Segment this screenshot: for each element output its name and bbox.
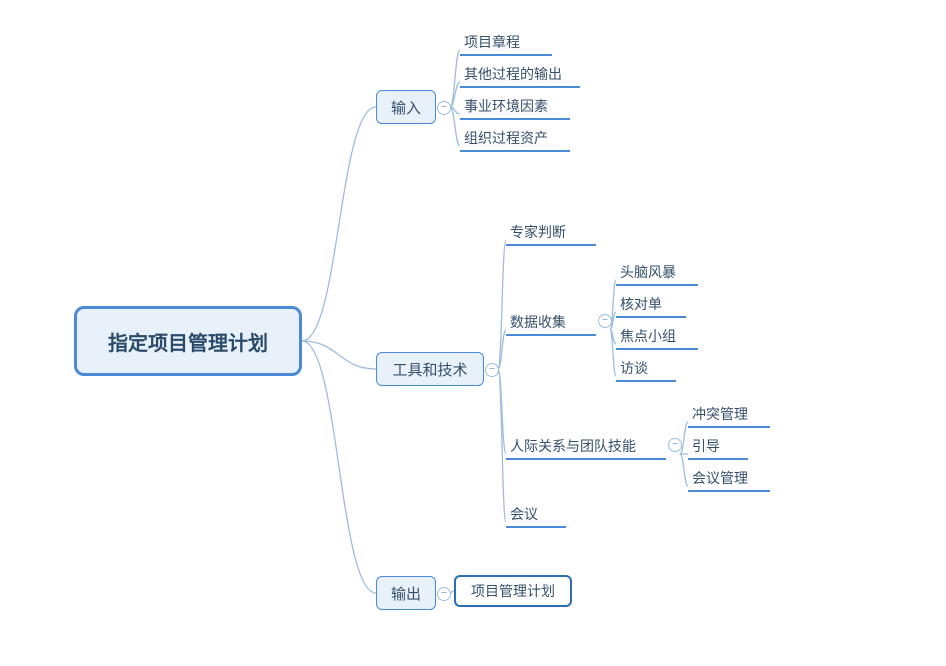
root-node[interactable]: 指定项目管理计划 [74, 306, 302, 376]
node-tools-1-0[interactable]: 头脑风暴 [616, 262, 698, 286]
branch-tools[interactable]: 工具和技术 [376, 352, 484, 386]
node-tools-1-1[interactable]: 核对单 [616, 294, 686, 318]
node-input-2[interactable]: 事业环境因素 [460, 96, 570, 120]
node-input-0[interactable]: 项目章程 [460, 32, 552, 56]
toggle-output[interactable]: − [437, 587, 451, 601]
toggle-input[interactable]: − [437, 101, 451, 115]
node-input-3[interactable]: 组织过程资产 [460, 128, 570, 152]
node-tools-2[interactable]: 人际关系与团队技能 [506, 436, 666, 460]
toggle-tools-2[interactable]: − [668, 438, 682, 452]
node-output-0[interactable]: 项目管理计划 [454, 575, 572, 607]
toggle-tools[interactable]: − [485, 363, 499, 377]
node-tools-0[interactable]: 专家判断 [506, 222, 596, 246]
node-tools-1[interactable]: 数据收集 [506, 312, 596, 336]
node-tools-1-2[interactable]: 焦点小组 [616, 326, 698, 350]
node-input-1[interactable]: 其他过程的输出 [460, 64, 580, 88]
branch-output[interactable]: 输出 [376, 576, 436, 610]
node-tools-1-3[interactable]: 访谈 [616, 358, 676, 382]
branch-input[interactable]: 输入 [376, 90, 436, 124]
node-tools-2-0[interactable]: 冲突管理 [688, 404, 770, 428]
node-tools-2-1[interactable]: 引导 [688, 436, 748, 460]
node-tools-3[interactable]: 会议 [506, 504, 566, 528]
node-tools-2-2[interactable]: 会议管理 [688, 468, 770, 492]
toggle-tools-1[interactable]: − [598, 314, 612, 328]
